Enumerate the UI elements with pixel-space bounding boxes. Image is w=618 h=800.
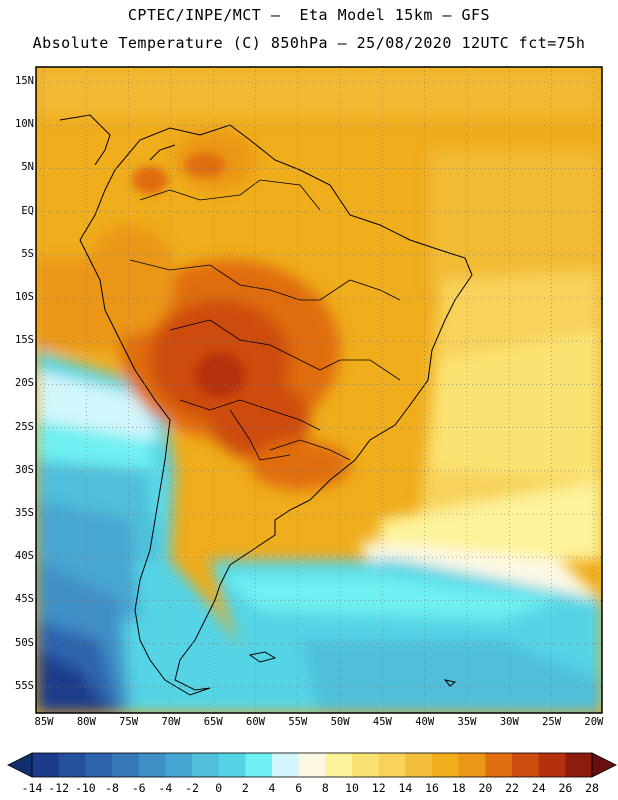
lon-label: 45W — [372, 716, 392, 728]
title-line-1: CPTEC/INPE/MCT – Eta Model 15km – GFS — [127, 6, 491, 24]
temperature-field — [36, 67, 602, 713]
lon-label: 30W — [499, 716, 519, 728]
colorbar-tick-label: -2 — [185, 781, 199, 795]
lon-label: 70W — [161, 716, 181, 728]
colorbar-swatch — [272, 753, 300, 777]
lat-label: 50S — [15, 636, 34, 649]
colorbar-tick-label: 4 — [268, 781, 276, 795]
colorbar-swatch — [298, 753, 326, 777]
colorbar-swatch — [565, 753, 593, 777]
lat-label: 5N — [21, 161, 34, 174]
lon-label: 65W — [203, 716, 223, 728]
colorbar-tick-label: -8 — [105, 781, 119, 795]
colorbar-tick-label: 18 — [451, 781, 466, 795]
lat-label: 5S — [21, 247, 34, 260]
colorbar-tick-label: 12 — [371, 781, 386, 795]
colorbar-swatch — [192, 753, 220, 777]
lat-label: 35S — [15, 507, 34, 519]
colorbar-swatch — [58, 753, 86, 777]
colorbar-over-arrow — [591, 752, 617, 778]
lon-label: 20W — [584, 716, 604, 728]
colorbar-swatch — [165, 753, 193, 777]
colorbar-swatch — [245, 753, 273, 777]
colorbar-frame — [31, 752, 593, 778]
colorbar-tick-label: 0 — [215, 781, 223, 795]
colorbar-swatch — [432, 753, 460, 777]
colorbar-tick-label: 26 — [558, 781, 573, 795]
colorbar-swatch — [378, 753, 406, 777]
colorbar-tick-label: -4 — [158, 781, 173, 795]
colorbar-swatch — [405, 753, 433, 777]
country-borders — [129, 179, 401, 461]
colorbar-swatch — [458, 753, 486, 777]
lat-label: 55S — [15, 679, 34, 692]
lat-label: 45S — [15, 593, 34, 606]
colorbar — [7, 752, 617, 778]
colorbar-tick-label: 24 — [531, 781, 546, 795]
colorbar-swatch — [352, 753, 380, 777]
coastlines — [59, 114, 473, 696]
lat-label: 25S — [15, 420, 34, 433]
colorbar-under-arrow — [7, 752, 33, 778]
lon-label: 25W — [542, 716, 562, 728]
colorbar-tick-label: 28 — [585, 781, 599, 795]
lat-label: 10N — [15, 118, 34, 131]
colorbar-tick-label: 2 — [241, 781, 249, 795]
lat-label: 15S — [15, 334, 34, 347]
colorbar-tick-label: -12 — [48, 781, 70, 795]
colorbar-swatch — [85, 753, 113, 777]
lon-label: 40W — [415, 716, 435, 728]
colorbar-tick-label: -14 — [21, 781, 43, 795]
lon-label: 35W — [457, 716, 477, 728]
lat-label: 40S — [15, 550, 34, 563]
lon-label: 75W — [119, 716, 139, 728]
colorbar-tick-label: 6 — [295, 781, 303, 795]
colorbar-swatch — [218, 753, 246, 777]
colorbar-tick-label: 14 — [398, 781, 413, 795]
lon-label: 55W — [288, 716, 308, 728]
colorbar-tick-label: -6 — [131, 781, 146, 795]
colorbar-swatch — [112, 753, 140, 777]
lon-label: 60W — [246, 716, 265, 728]
colorbar-swatch — [138, 753, 166, 777]
colorbar-swatch — [325, 753, 353, 777]
colorbar-tick-label: 10 — [345, 781, 359, 795]
lon-label: 80W — [76, 716, 96, 728]
colorbar-tick-label: 8 — [321, 781, 329, 795]
title-line-2: Absolute Temperature (C) 850hPa – 25/08/… — [32, 34, 586, 52]
lat-label: 10S — [15, 291, 34, 303]
colorbar-swatch — [512, 753, 540, 777]
colorbar-tick-label: 22 — [505, 781, 519, 795]
lat-label: 20S — [15, 377, 34, 390]
lat-label: 15N — [15, 75, 34, 87]
lat-label: 30S — [15, 463, 34, 476]
lon-label: 50W — [330, 716, 350, 728]
map-frame — [35, 66, 603, 714]
lon-label: 85W — [34, 716, 54, 728]
colorbar-swatch — [538, 753, 566, 777]
colorbar-tick-label: 20 — [478, 781, 493, 795]
colorbar-swatch — [485, 753, 513, 777]
colorbar-tick-label: -10 — [74, 781, 96, 795]
colorbar-swatch — [32, 753, 60, 777]
lat-label: EQ — [21, 204, 34, 217]
colorbar-tick-label: 16 — [425, 781, 439, 795]
